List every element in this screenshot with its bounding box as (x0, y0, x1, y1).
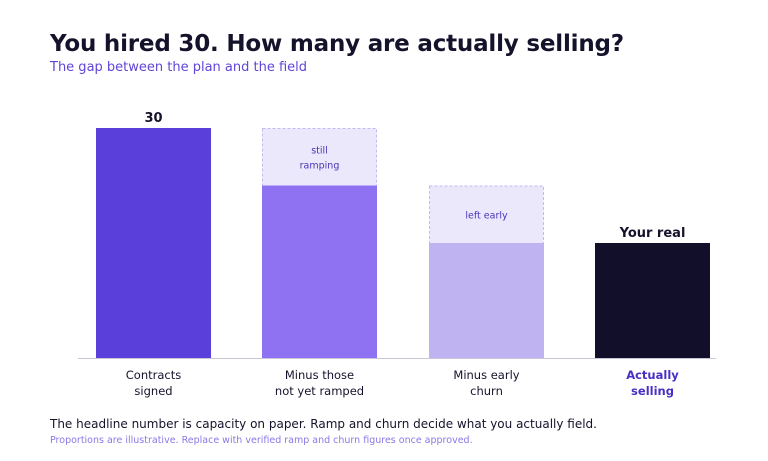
category-label-2-1: churn (470, 384, 503, 398)
category-label-2-0: Minus early (453, 368, 519, 382)
category-label-3-0: Actually (626, 368, 679, 382)
category-label-1-0: Minus those (285, 368, 354, 382)
category-label-1-1: not yet ramped (275, 384, 364, 398)
bar-0 (96, 128, 211, 358)
gap-label-0-0: still (311, 145, 328, 156)
value-label-0: 30 (144, 111, 162, 126)
gap-label-1-0: left early (465, 210, 508, 221)
page-title: You hired 30. How many are actually sell… (50, 31, 624, 57)
footnote: The headline number is capacity on paper… (50, 417, 597, 431)
category-label-3-1: selling (631, 384, 674, 398)
gap-box-0 (262, 128, 377, 187)
bar-2 (429, 243, 544, 358)
value-label-3: Your real (619, 226, 686, 241)
category-label-0-1: signed (134, 384, 172, 398)
gap-box-1 (429, 185, 544, 244)
page-subtitle: The gap between the plan and the field (50, 60, 308, 75)
category-label-0-0: Contracts (126, 368, 181, 382)
bar-3 (595, 243, 710, 358)
gap-label-0-1: ramping (300, 160, 340, 171)
bar-1 (262, 185, 377, 358)
illustrative-note: Proportions are illustrative. Replace wi… (50, 435, 473, 446)
